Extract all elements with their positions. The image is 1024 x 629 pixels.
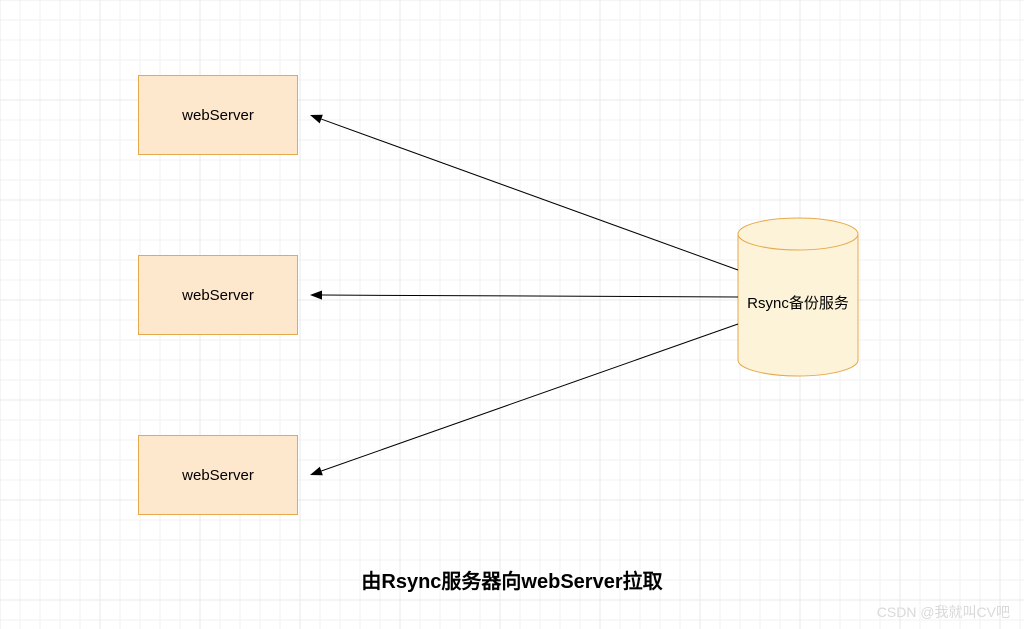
rsync-backup-node: Rsync备份服务	[738, 218, 858, 376]
diagram-caption: 由Rsync服务器向webServer拉取	[361, 565, 662, 594]
webserver-node-1-label: webServer	[182, 107, 254, 124]
diagram-canvas: webServer webServer webServer Rsync备份服务 …	[0, 0, 1024, 629]
rsync-backup-node-label: Rsync备份服务	[738, 292, 858, 313]
diagram-caption-text: 由Rsync服务器向webServer拉取	[361, 571, 662, 593]
webserver-node-2: webServer	[138, 255, 298, 335]
webserver-node-1: webServer	[138, 75, 298, 155]
webserver-node-3: webServer	[138, 435, 298, 515]
webserver-node-2-label: webServer	[182, 287, 254, 304]
watermark-text: CSDN @我就叫CV吧	[877, 602, 1010, 622]
webserver-node-3-label: webServer	[182, 467, 254, 484]
